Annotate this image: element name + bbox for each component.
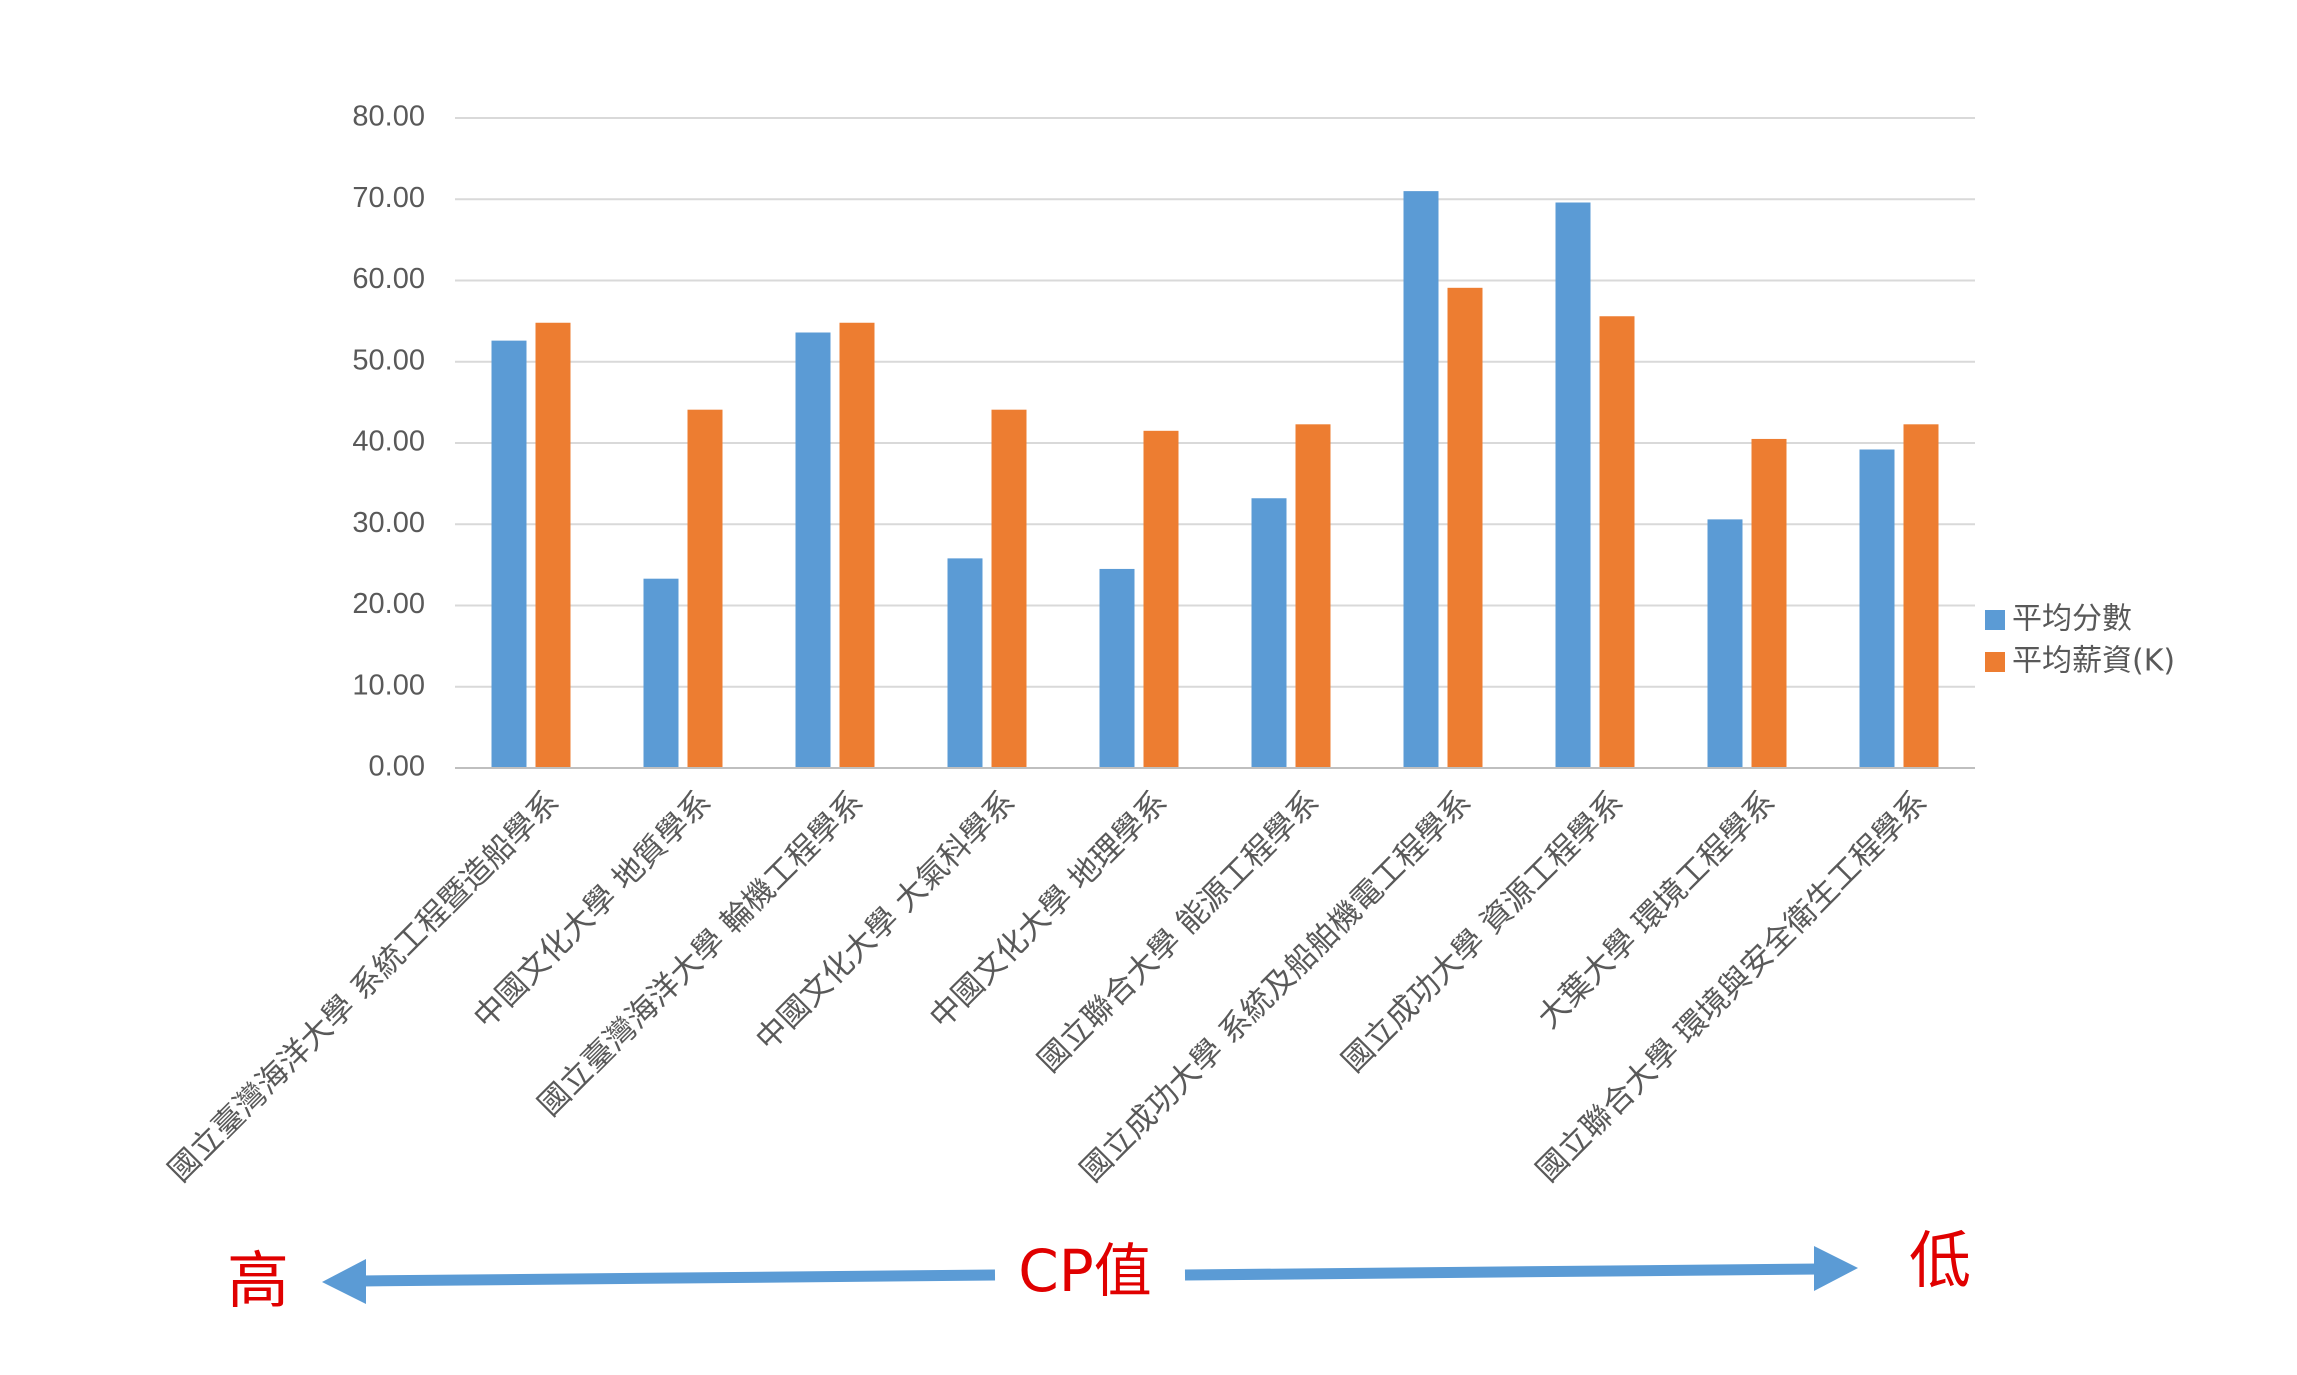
- arrow-right-head: [1814, 1246, 1858, 1291]
- bar-average-score: [1859, 449, 1895, 768]
- gridlines: [455, 117, 1975, 688]
- legend-label: 平均薪資(K): [2012, 644, 2175, 679]
- bar-average-score: [795, 332, 831, 768]
- bar-average-score: [1099, 568, 1135, 768]
- x-category-label: 中國文化大學 大氣科學系: [749, 784, 1023, 1058]
- y-tick-label: 40.00: [352, 426, 425, 458]
- arrow-right-line: [1184, 1263, 1821, 1281]
- bar-average-salary: [687, 409, 723, 768]
- y-tick-label: 10.00: [352, 669, 425, 701]
- bar-average-salary: [1295, 424, 1331, 768]
- bar-average-salary: [839, 322, 875, 768]
- low-label: 低: [1909, 1224, 1971, 1297]
- bar-average-score: [1403, 191, 1439, 768]
- bar-average-score: [1555, 202, 1591, 768]
- y-tick-label: 80.00: [352, 101, 425, 133]
- legend-swatch: [1985, 652, 2005, 672]
- bar-average-score: [947, 558, 983, 768]
- bar-average-score: [1707, 519, 1743, 768]
- bar-average-salary: [1751, 438, 1787, 768]
- x-category-label: 國立成功大學 資源工程學系: [1335, 784, 1630, 1079]
- legend-label: 平均分數: [2012, 602, 2132, 637]
- cp-value-annotation: 高 CP值 低: [227, 1224, 1971, 1317]
- bar-average-salary: [1903, 424, 1939, 768]
- y-tick-label: 30.00: [352, 507, 425, 539]
- cp-value-label: CP值: [1018, 1237, 1151, 1305]
- x-category-label: 國立臺灣海洋大學 輪機工程學系: [531, 784, 870, 1123]
- arrow-left-line: [359, 1269, 996, 1287]
- high-label: 高: [227, 1244, 289, 1317]
- bar-average-salary: [1143, 430, 1179, 768]
- y-tick-label: 0.00: [369, 751, 425, 783]
- x-category-label: 國立聯合大學 能源工程學系: [1031, 784, 1326, 1079]
- y-tick-label: 70.00: [352, 182, 425, 214]
- y-axis-tick-labels: 0.00 10.00 20.00 30.00 40.00 50.00 60.00 70.00 8…: [352, 101, 425, 783]
- bars: [491, 191, 1939, 768]
- y-tick-label: 20.00: [352, 588, 425, 620]
- bar-average-salary: [1447, 287, 1483, 768]
- y-tick-label: 60.00: [352, 263, 425, 295]
- legend-swatch: [1985, 610, 2005, 630]
- bar-average-score: [643, 578, 679, 768]
- bar-average-salary: [535, 322, 571, 768]
- bar-average-score: [1251, 498, 1287, 768]
- bar-average-salary: [1599, 316, 1635, 768]
- y-tick-label: 50.00: [352, 344, 425, 376]
- bar-average-score: [491, 340, 527, 768]
- bar-average-salary: [991, 409, 1027, 768]
- arrow-left-head: [322, 1259, 366, 1304]
